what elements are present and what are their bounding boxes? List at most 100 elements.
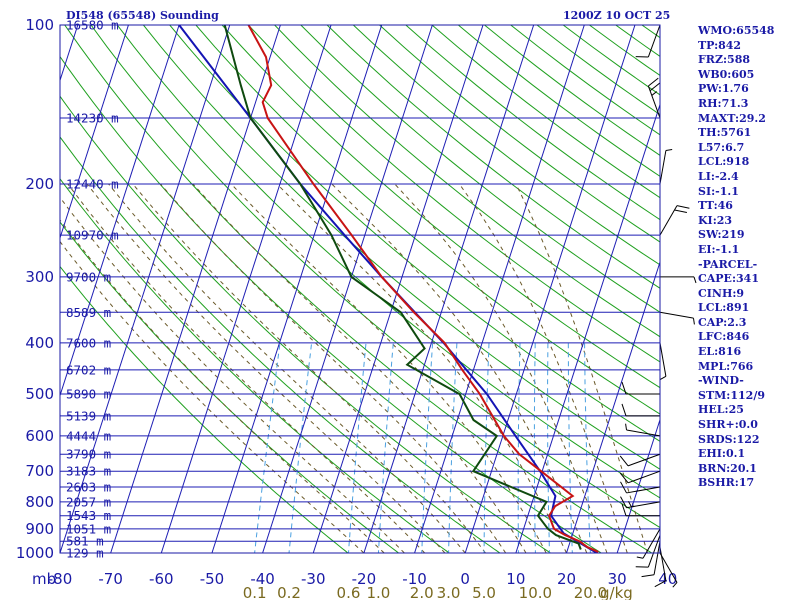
moist-adiabat-line [60,219,385,553]
temperature-trace [247,25,599,553]
wind-barb-feather [620,496,627,508]
wind-barb-feather [648,77,659,87]
isotherm-line [211,25,383,553]
stability-index-item: CINH:9 [698,286,745,300]
isotherm-line [110,25,281,553]
wind-barb-shaft [659,150,667,185]
stability-index-item: LFC:846 [698,330,750,344]
stability-index-item: SHR+:0.0 [698,418,758,432]
height-label: 3183 m [66,464,111,479]
wind-barb-half-feather [651,91,658,96]
wind-barb-half-feather [693,276,697,284]
stability-index-item: FRZ:588 [698,53,751,67]
wind-barb-half-feather [665,149,673,151]
mixing-ratio-line [347,342,367,553]
dry-adiabat-line [221,25,660,389]
wind-barb [619,470,661,484]
stability-index-item: BSHR:17 [698,476,755,490]
mixing-ratio-line [448,342,458,553]
stability-index-item: STM:112/9 [698,388,765,402]
mixing-ratio-line [483,342,490,553]
dry-adiabat-line [195,25,660,415]
stability-indices-panel: WMO:65548 TP:842 FRZ:588 WB0:605 PW:1.76 RH:7… [698,24,774,491]
height-label: 5890 m [66,387,111,402]
temperature-tick-label: -80 [48,570,73,588]
wind-barb-feather [621,381,627,395]
isobars [60,25,660,553]
dry-adiabat-line [116,25,660,499]
pressure-tick-label: 200 [25,175,54,193]
wind-barb-half-feather [692,318,695,325]
wind-barb-feather [621,403,627,417]
wind-barb [621,381,660,395]
wind-barb [620,496,661,509]
height-label: 3790 m [66,447,111,462]
temperature-tick-label: -40 [250,570,275,588]
isotherm-line [60,25,129,240]
wind-barb-shaft [626,429,661,437]
height-label: 8589 m [66,305,111,320]
temperature-tick-label: 10 [506,570,525,588]
pressure-tick-label: 600 [25,427,54,445]
dry-adiabat-line [60,265,349,553]
temperature-tick-label: -50 [200,570,225,588]
mixing-ratio-label: 3.0 [437,584,461,600]
temperature-tick-label: 20 [557,570,576,588]
station-title: DI548 (65548) Sounding [66,9,219,22]
height-label: 6702 m [66,362,111,377]
wind-barb [659,342,667,380]
stability-index-item: MPL:766 [698,359,754,373]
isotherm-line [414,25,585,553]
dry-adiabat-line [274,25,660,338]
pressure-tick-label: 100 [25,16,54,34]
height-label: 4444 m [66,428,111,443]
wind-barb [659,149,673,185]
wind-barb-feather [649,82,661,92]
wind-barb-half-feather [627,501,632,508]
temperature-tick-label: -20 [352,570,377,588]
sounding-time: 1200Z 10 OCT 25 [563,9,671,22]
wind-barb-feather [674,209,687,214]
mixing-ratio-lines [254,342,591,553]
isotherm-line [616,418,660,553]
mixing-ratio-label: g/kg [600,584,633,600]
pressure-tick-label: 1000 [16,544,54,562]
wind-barb-half-feather [672,582,678,588]
stability-index-item: PW:1.76 [698,82,749,96]
mixing-ratio-line [567,342,573,553]
stability-index-item: BRN:20.1 [698,461,757,475]
wind-barb-feather [620,481,627,494]
dry-adiabat-line [169,25,660,442]
stability-index-item: -PARCEL- [698,257,758,271]
wind-barb-half-feather [625,423,628,431]
isotherm-line [160,25,332,553]
mixing-ratio-label: 0.2 [277,584,301,600]
wind-barb-feather [619,472,629,484]
diagram-background-lines [60,25,660,553]
isotherm-line [262,25,433,553]
mixing-ratio-line [533,342,536,553]
temperature-tick-label: -70 [98,570,123,588]
wind-barb-shaft [626,486,661,494]
dry-adiabat-line [248,25,660,363]
mixing-ratio-line [421,342,434,553]
height-label: 7600 m [66,335,111,350]
pressure-tick-label: 800 [25,493,54,511]
stability-index-item: LI:-2.4 [698,169,739,183]
stability-index-item: LCL:891 [698,301,750,315]
sounding-traces [178,25,599,553]
pressure-tick-label: 500 [25,385,54,403]
wind-barb [621,503,660,517]
wind-barb-shaft [653,541,661,575]
isotherm-line [515,102,660,553]
mixing-ratio-label: 2.0 [410,584,434,600]
stability-index-item: MAXT:29.2 [698,111,766,125]
wind-barb-shaft [627,470,661,484]
wind-barb [659,552,678,588]
moist-adiabat-line [458,183,628,553]
isotherm-line [60,25,231,553]
stability-index-item: TP:842 [698,38,742,52]
pressure-tick-label: 300 [25,268,54,286]
mixing-ratio-label: 20.0 [574,584,607,600]
height-label: 1051 m [66,521,111,536]
